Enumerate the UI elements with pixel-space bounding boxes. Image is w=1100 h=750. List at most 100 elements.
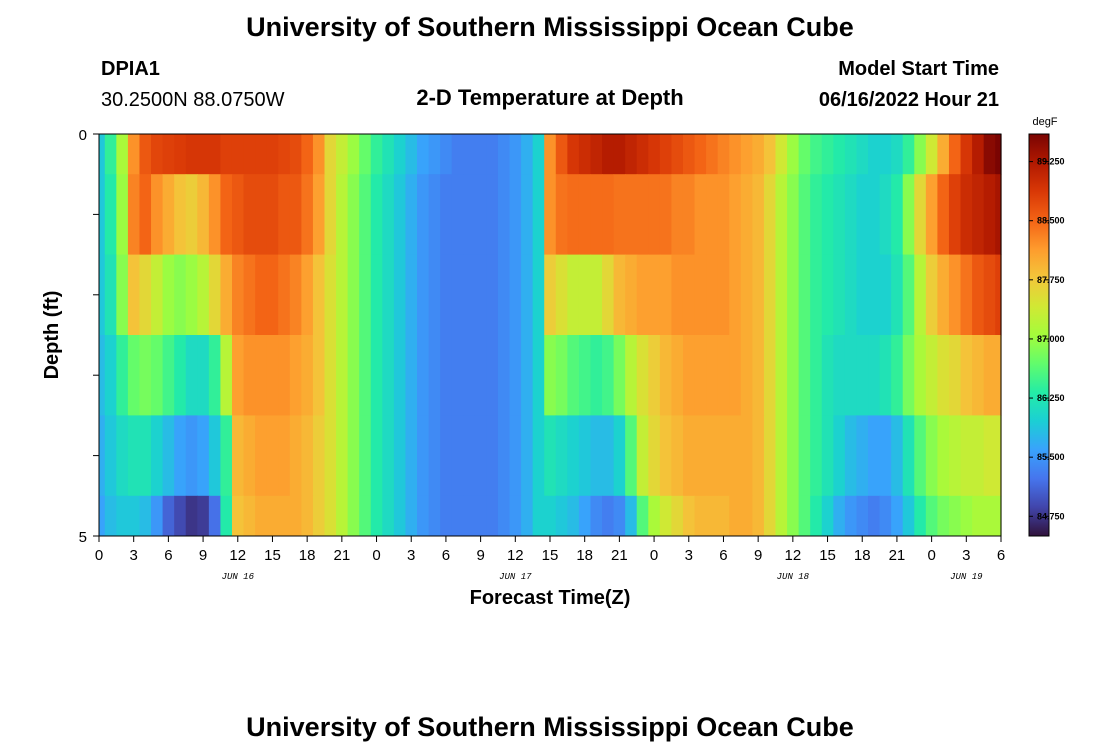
- heatmap-cell: [393, 495, 407, 537]
- heatmap-cell: [671, 495, 684, 537]
- heatmap-cell: [99, 134, 106, 175]
- heatmap-cell: [243, 134, 256, 175]
- heatmap-cell: [694, 254, 707, 336]
- heatmap-cell: [474, 254, 487, 336]
- heatmap-cell: [521, 254, 534, 336]
- heatmap-cell: [995, 495, 1002, 537]
- heatmap-cell: [382, 495, 395, 537]
- heatmap-cell: [844, 415, 858, 497]
- heatmap-cell: [544, 134, 557, 175]
- heatmap-cell: [868, 415, 881, 497]
- heatmap-cell: [648, 134, 661, 175]
- x-tick-label: 9: [199, 547, 207, 564]
- heatmap-cell: [844, 495, 858, 537]
- heatmap-cell: [856, 254, 869, 336]
- heatmap-cell: [717, 254, 730, 336]
- heatmap-cell: [729, 254, 742, 336]
- heatmap-cell: [717, 134, 730, 175]
- heatmap-cell: [694, 174, 707, 255]
- heatmap-cell: [417, 495, 430, 537]
- heatmap-cell: [336, 254, 349, 336]
- heatmap-cell: [752, 335, 765, 416]
- heatmap-cell: [185, 335, 198, 416]
- heatmap-cell: [405, 495, 418, 537]
- heatmap-cell: [463, 254, 476, 336]
- heatmap-cell: [324, 495, 337, 537]
- heatmap-cell: [532, 134, 545, 175]
- heatmap-cell: [312, 174, 326, 255]
- heatmap-cell: [497, 174, 511, 255]
- heatmap-cell: [116, 174, 129, 255]
- heatmap-cell: [197, 495, 210, 537]
- heatmap-cell: [682, 415, 696, 497]
- heatmap-cell: [856, 134, 869, 175]
- heatmap-cell: [995, 174, 1002, 255]
- heatmap-cell: [162, 415, 175, 497]
- heatmap-cell: [301, 335, 314, 416]
- heatmap-cell: [521, 335, 534, 416]
- heatmap-cell: [983, 495, 996, 537]
- x-tick-label: 21: [889, 547, 906, 564]
- heatmap-cell: [428, 335, 441, 416]
- heatmap-cell: [578, 134, 592, 175]
- chart-subtitle: 2-D Temperature at Depth: [416, 85, 683, 110]
- heatmap-cell: [787, 495, 800, 537]
- heatmap-cell: [555, 495, 568, 537]
- heatmap-cell: [405, 134, 418, 175]
- heatmap-cell: [972, 495, 985, 537]
- heatmap-cell: [983, 134, 996, 175]
- x-tick-label: 3: [962, 547, 970, 564]
- heatmap-cell: [671, 415, 684, 497]
- heatmap-cell: [486, 415, 499, 497]
- heatmap-cell: [844, 254, 858, 336]
- heatmap-cell: [359, 174, 372, 255]
- heatmap-cell: [104, 495, 117, 537]
- colorbar-tick-label: 85.500: [1037, 452, 1065, 462]
- heatmap-cell: [417, 174, 430, 255]
- heatmap-cell: [278, 174, 291, 255]
- heatmap-cell: [810, 335, 823, 416]
- heatmap-cell: [497, 254, 511, 336]
- x-day-label: JUN 18: [777, 572, 810, 582]
- heatmap-cell: [451, 415, 464, 497]
- heatmap-cell: [208, 174, 222, 255]
- heatmap-cell: [243, 174, 256, 255]
- heatmap-cell: [613, 254, 626, 336]
- heatmap-cell: [347, 254, 360, 336]
- x-tick-label: 15: [819, 547, 836, 564]
- heatmap-cell: [891, 495, 904, 537]
- heatmap-cell: [625, 134, 638, 175]
- heatmap-cell: [659, 415, 673, 497]
- heatmap-cell: [174, 134, 187, 175]
- heatmap-cell: [139, 134, 152, 175]
- x-tick-label: 12: [785, 547, 802, 564]
- heatmap-cell: [590, 134, 603, 175]
- heatmap-cell: [127, 415, 141, 497]
- heatmap-cell: [810, 495, 823, 537]
- heatmap-cell: [671, 335, 684, 416]
- heatmap-cell: [879, 415, 892, 497]
- heatmap-cell: [937, 174, 950, 255]
- heatmap-cell: [428, 174, 441, 255]
- heatmap-cell: [960, 134, 973, 175]
- heatmap-cell: [486, 335, 499, 416]
- heatmap-cell: [266, 495, 279, 537]
- heatmap-cell: [555, 134, 568, 175]
- colorbar: [1028, 133, 1050, 537]
- heatmap-cell: [99, 415, 106, 497]
- heatmap-cell: [185, 495, 198, 537]
- heatmap-cell: [243, 495, 256, 537]
- heatmap-cell: [902, 134, 915, 175]
- heatmap-cell: [891, 415, 904, 497]
- heatmap-cell: [463, 174, 476, 255]
- heatmap-cell: [636, 415, 649, 497]
- heatmap-cell: [220, 254, 233, 336]
- heatmap-cell: [440, 134, 453, 175]
- heatmap-cell: [162, 254, 175, 336]
- heatmap-cell: [775, 415, 788, 497]
- heatmap-cell: [544, 495, 557, 537]
- heatmap-cell: [197, 254, 210, 336]
- heatmap-cell: [312, 254, 326, 336]
- heatmap-cell: [428, 495, 441, 537]
- heatmap-cell: [578, 254, 592, 336]
